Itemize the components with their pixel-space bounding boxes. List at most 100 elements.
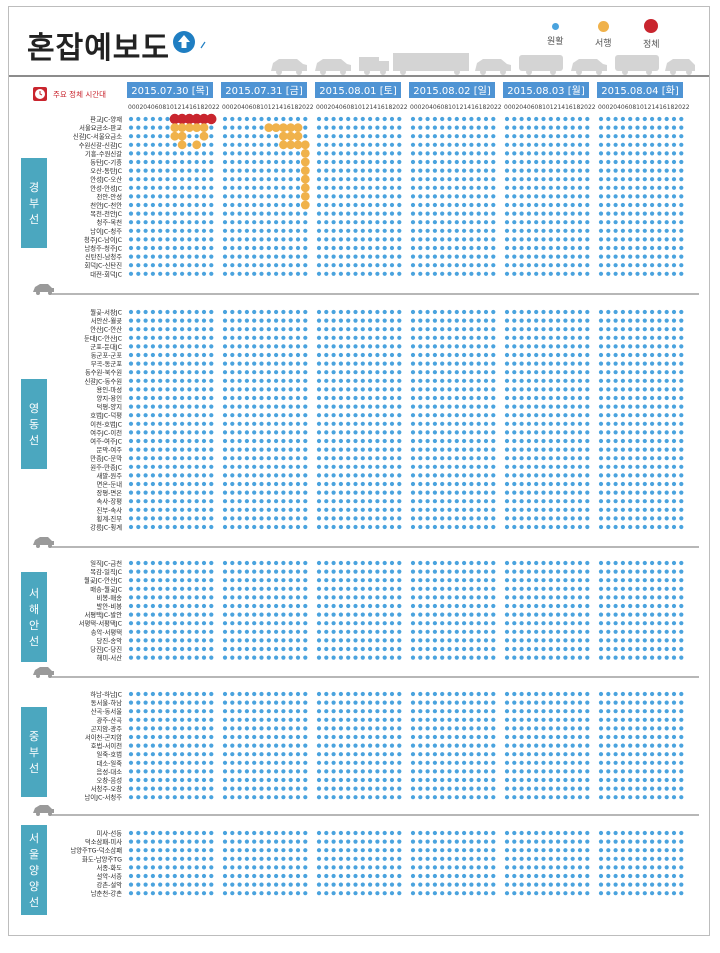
free-dot: [578, 177, 582, 181]
free-dot: [267, 177, 271, 181]
free-dot: [440, 405, 444, 409]
free-dot: [455, 186, 459, 190]
free-dot: [455, 194, 459, 198]
free-dot: [505, 255, 509, 259]
free-dot: [534, 769, 538, 773]
free-dot: [296, 570, 300, 574]
free-dot: [433, 203, 437, 207]
free-dot: [158, 769, 162, 773]
slow-dot: [301, 201, 310, 210]
free-dot: [230, 169, 234, 173]
free-dot: [614, 336, 618, 340]
free-dot: [599, 212, 603, 216]
free-dot: [289, 613, 293, 617]
free-dot: [202, 203, 206, 207]
free-dot: [136, 422, 140, 426]
free-dot: [628, 237, 632, 241]
free-dot: [187, 491, 191, 495]
free-dot: [418, 570, 422, 574]
free-dot: [469, 151, 473, 155]
free-dot: [353, 613, 357, 617]
free-dot: [158, 621, 162, 625]
free-dot: [368, 255, 372, 259]
free-dot: [556, 344, 560, 348]
free-dot: [650, 465, 654, 469]
free-dot: [187, 134, 191, 138]
free-dot: [252, 194, 256, 198]
free-dot: [635, 370, 639, 374]
free-dot: [477, 387, 481, 391]
free-dot: [440, 516, 444, 520]
free-dot: [151, 237, 155, 241]
free-dot: [173, 499, 177, 503]
free-dot: [534, 117, 538, 121]
section-title-char: 중: [29, 730, 39, 743]
free-dot: [599, 169, 603, 173]
free-dot: [274, 310, 278, 314]
free-dot: [563, 344, 567, 348]
free-dot: [383, 638, 387, 642]
free-dot: [339, 143, 343, 147]
free-dot: [585, 379, 589, 383]
free-dot: [411, 448, 415, 452]
free-dot: [447, 336, 451, 340]
free-dot: [151, 319, 155, 323]
free-dot: [520, 491, 524, 495]
free-dot: [361, 405, 365, 409]
free-dot: [657, 220, 661, 224]
free-dot: [383, 525, 387, 529]
free-dot: [433, 344, 437, 348]
free-dot: [339, 491, 343, 495]
free-dot: [368, 439, 372, 443]
free-dot: [390, 656, 394, 660]
free-dot: [361, 473, 365, 477]
free-dot: [418, 422, 422, 426]
free-dot: [165, 396, 169, 400]
free-dot: [563, 630, 567, 634]
free-dot: [259, 387, 263, 391]
free-dot: [433, 621, 437, 625]
free-dot: [165, 379, 169, 383]
free-dot: [397, 246, 401, 250]
free-dot: [628, 405, 632, 409]
free-dot: [361, 604, 365, 608]
free-dot: [614, 169, 618, 173]
free-dot: [238, 752, 242, 756]
free-dot: [252, 405, 256, 409]
free-dot: [534, 246, 538, 250]
free-dot: [136, 263, 140, 267]
free-dot: [679, 595, 683, 599]
free-dot: [332, 709, 336, 713]
section-title-char: 선: [29, 213, 39, 226]
free-dot: [223, 229, 227, 233]
free-dot: [165, 310, 169, 314]
free-dot: [289, 587, 293, 591]
free-dot: [541, 656, 545, 660]
free-dot: [534, 344, 538, 348]
free-dot: [643, 263, 647, 267]
free-dot: [484, 405, 488, 409]
free-dot: [296, 778, 300, 782]
free-dot: [281, 353, 285, 357]
free-dot: [549, 761, 553, 765]
free-dot: [520, 525, 524, 529]
free-dot: [635, 525, 639, 529]
free-dot: [339, 327, 343, 331]
free-dot: [195, 151, 199, 155]
free-dot: [296, 263, 300, 267]
free-dot: [469, 692, 473, 696]
free-dot: [180, 465, 184, 469]
free-dot: [585, 499, 589, 503]
free-dot: [238, 761, 242, 765]
free-dot: [296, 621, 300, 625]
free-dot: [375, 229, 379, 233]
free-dot: [202, 439, 206, 443]
free-dot: [672, 621, 676, 625]
free-dot: [585, 229, 589, 233]
free-dot: [614, 186, 618, 190]
free-dot: [563, 456, 567, 460]
free-dot: [332, 203, 336, 207]
free-dot: [187, 362, 191, 366]
free-dot: [368, 761, 372, 765]
free-dot: [180, 491, 184, 495]
